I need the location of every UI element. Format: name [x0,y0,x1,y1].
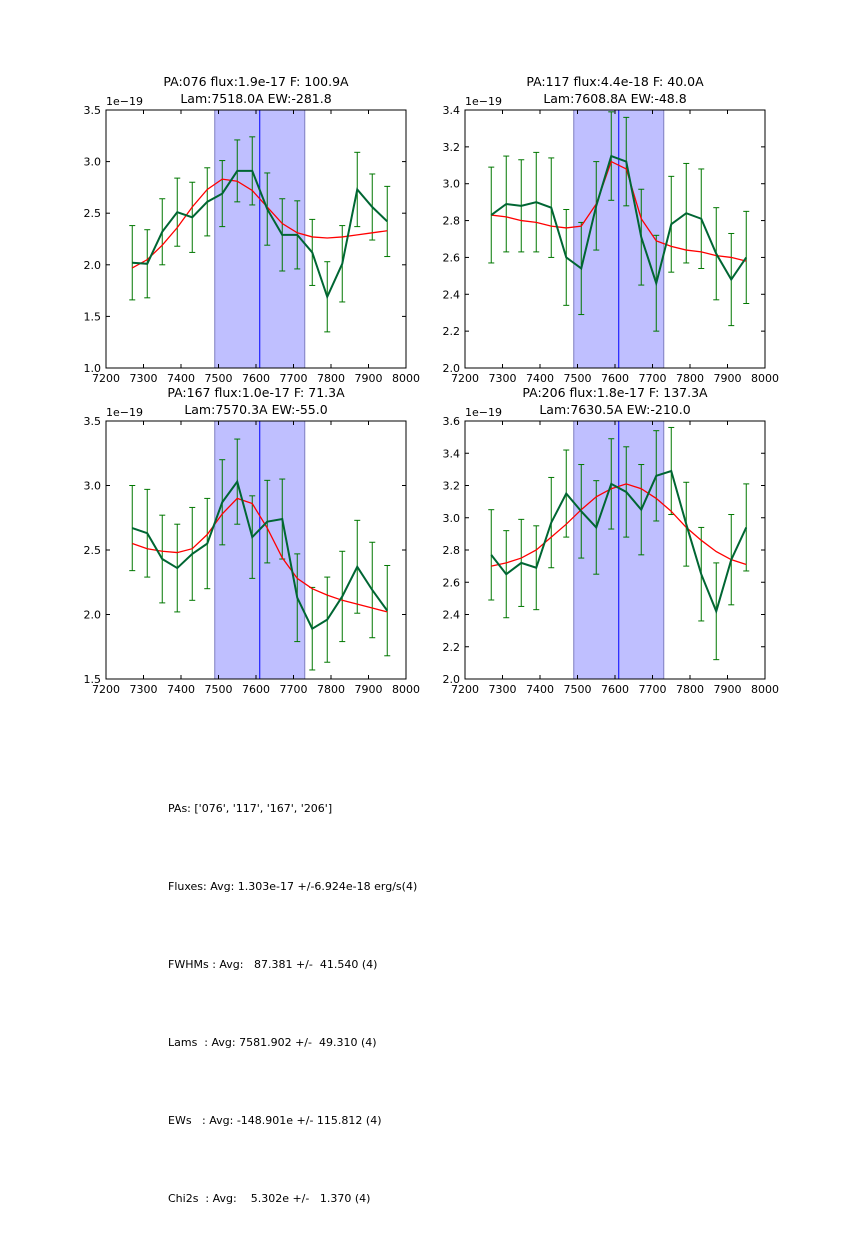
y-tick-label: 3.2 [443,480,461,493]
y-offset-label: 1e−19 [465,406,502,419]
y-tick-label: 1.5 [84,310,102,323]
y-tick-label: 2.6 [443,576,461,589]
y-tick-label: 3.5 [84,104,102,117]
panel-title-line1: PA:076 flux:1.9e-17 F: 100.9A [163,74,349,89]
plot-area [488,110,749,368]
y-tick-label: 1.5 [84,673,102,686]
panel-title-line2: Lam:7570.3A EW:-55.0 [184,402,327,417]
y-offset-label: 1e−19 [106,95,143,108]
panel-title-line2: Lam:7518.0A EW:-281.8 [180,91,331,106]
summary-chi2s: Chi2s : Avg: 5.302e +/- 1.370 (4) [168,1186,417,1212]
y-tick-label: 3.0 [443,512,461,525]
x-tick-label: 7500 [205,683,233,696]
x-tick-label: 8000 [392,683,420,696]
y-tick-label: 2.8 [443,215,461,228]
panel-title-line1: PA:117 flux:4.4e-18 F: 40.0A [526,74,704,89]
x-tick-label: 7700 [280,372,308,385]
x-tick-label: 7300 [489,683,517,696]
x-tick-label: 7900 [714,372,742,385]
x-tick-label: 7300 [130,372,158,385]
x-tick-label: 7500 [564,683,592,696]
y-tick-label: 2.0 [84,609,102,622]
x-tick-label: 7700 [280,683,308,696]
y-tick-label: 2.5 [84,544,102,557]
panel-title-line2: Lam:7608.8A EW:-48.8 [543,91,686,106]
y-tick-label: 3.4 [443,447,461,460]
summary-ews: EWs : Avg: -148.901e +/- 115.812 (4) [168,1108,417,1134]
x-tick-label: 7900 [355,372,383,385]
x-tick-label: 7900 [714,683,742,696]
panel-title-line2: Lam:7630.5A EW:-210.0 [539,402,690,417]
y-tick-label: 2.2 [443,325,461,338]
x-tick-label: 7500 [205,372,233,385]
x-tick-label: 7300 [489,372,517,385]
y-tick-label: 3.0 [443,178,461,191]
summary-fluxes: Fluxes: Avg: 1.303e-17 +/-6.924e-18 erg/… [168,874,417,900]
y-tick-label: 2.8 [443,544,461,557]
x-tick-label: 7600 [601,683,629,696]
summary-statistics: PAs: ['076', '117', '167', '206'] Fluxes… [168,744,417,1238]
y-tick-label: 2.6 [443,251,461,264]
y-tick-label: 2.0 [443,673,461,686]
x-tick-label: 7800 [676,372,704,385]
y-tick-label: 3.5 [84,415,102,428]
plot-area [129,110,390,368]
y-tick-label: 2.5 [84,207,102,220]
y-tick-label: 1.0 [84,362,102,375]
panel-title-line1: PA:167 flux:1.0e-17 F: 71.3A [167,385,345,400]
x-tick-label: 8000 [751,683,779,696]
x-tick-label: 7700 [639,683,667,696]
x-tick-label: 7600 [242,683,270,696]
y-offset-label: 1e−19 [465,95,502,108]
summary-lams: Lams : Avg: 7581.902 +/- 49.310 (4) [168,1030,417,1056]
x-tick-label: 7900 [355,683,383,696]
plot-area [488,421,749,679]
x-tick-label: 7600 [601,372,629,385]
x-tick-label: 7800 [317,372,345,385]
summary-pas: PAs: ['076', '117', '167', '206'] [168,796,417,822]
x-tick-label: 7400 [167,372,195,385]
x-tick-label: 7400 [167,683,195,696]
y-tick-label: 2.2 [443,641,461,654]
x-tick-label: 7700 [639,372,667,385]
x-tick-label: 8000 [751,372,779,385]
x-tick-label: 7500 [564,372,592,385]
y-offset-label: 1e−19 [106,406,143,419]
x-tick-label: 7800 [676,683,704,696]
x-tick-label: 7400 [526,372,554,385]
y-tick-label: 2.4 [443,288,461,301]
y-tick-label: 2.4 [443,609,461,622]
x-tick-label: 7400 [526,683,554,696]
x-tick-label: 7300 [130,683,158,696]
x-tick-label: 8000 [392,372,420,385]
plot-area [129,421,390,679]
x-tick-label: 7600 [242,372,270,385]
panel-title-line1: PA:206 flux:1.8e-17 F: 137.3A [522,385,708,400]
y-tick-label: 2.0 [84,259,102,272]
y-tick-label: 3.2 [443,141,461,154]
y-tick-label: 3.0 [84,156,102,169]
y-tick-label: 3.4 [443,104,461,117]
y-tick-label: 3.0 [84,480,102,493]
x-tick-label: 7800 [317,683,345,696]
y-tick-label: 3.6 [443,415,461,428]
summary-fwhms: FWHMs : Avg: 87.381 +/- 41.540 (4) [168,952,417,978]
y-tick-label: 2.0 [443,362,461,375]
